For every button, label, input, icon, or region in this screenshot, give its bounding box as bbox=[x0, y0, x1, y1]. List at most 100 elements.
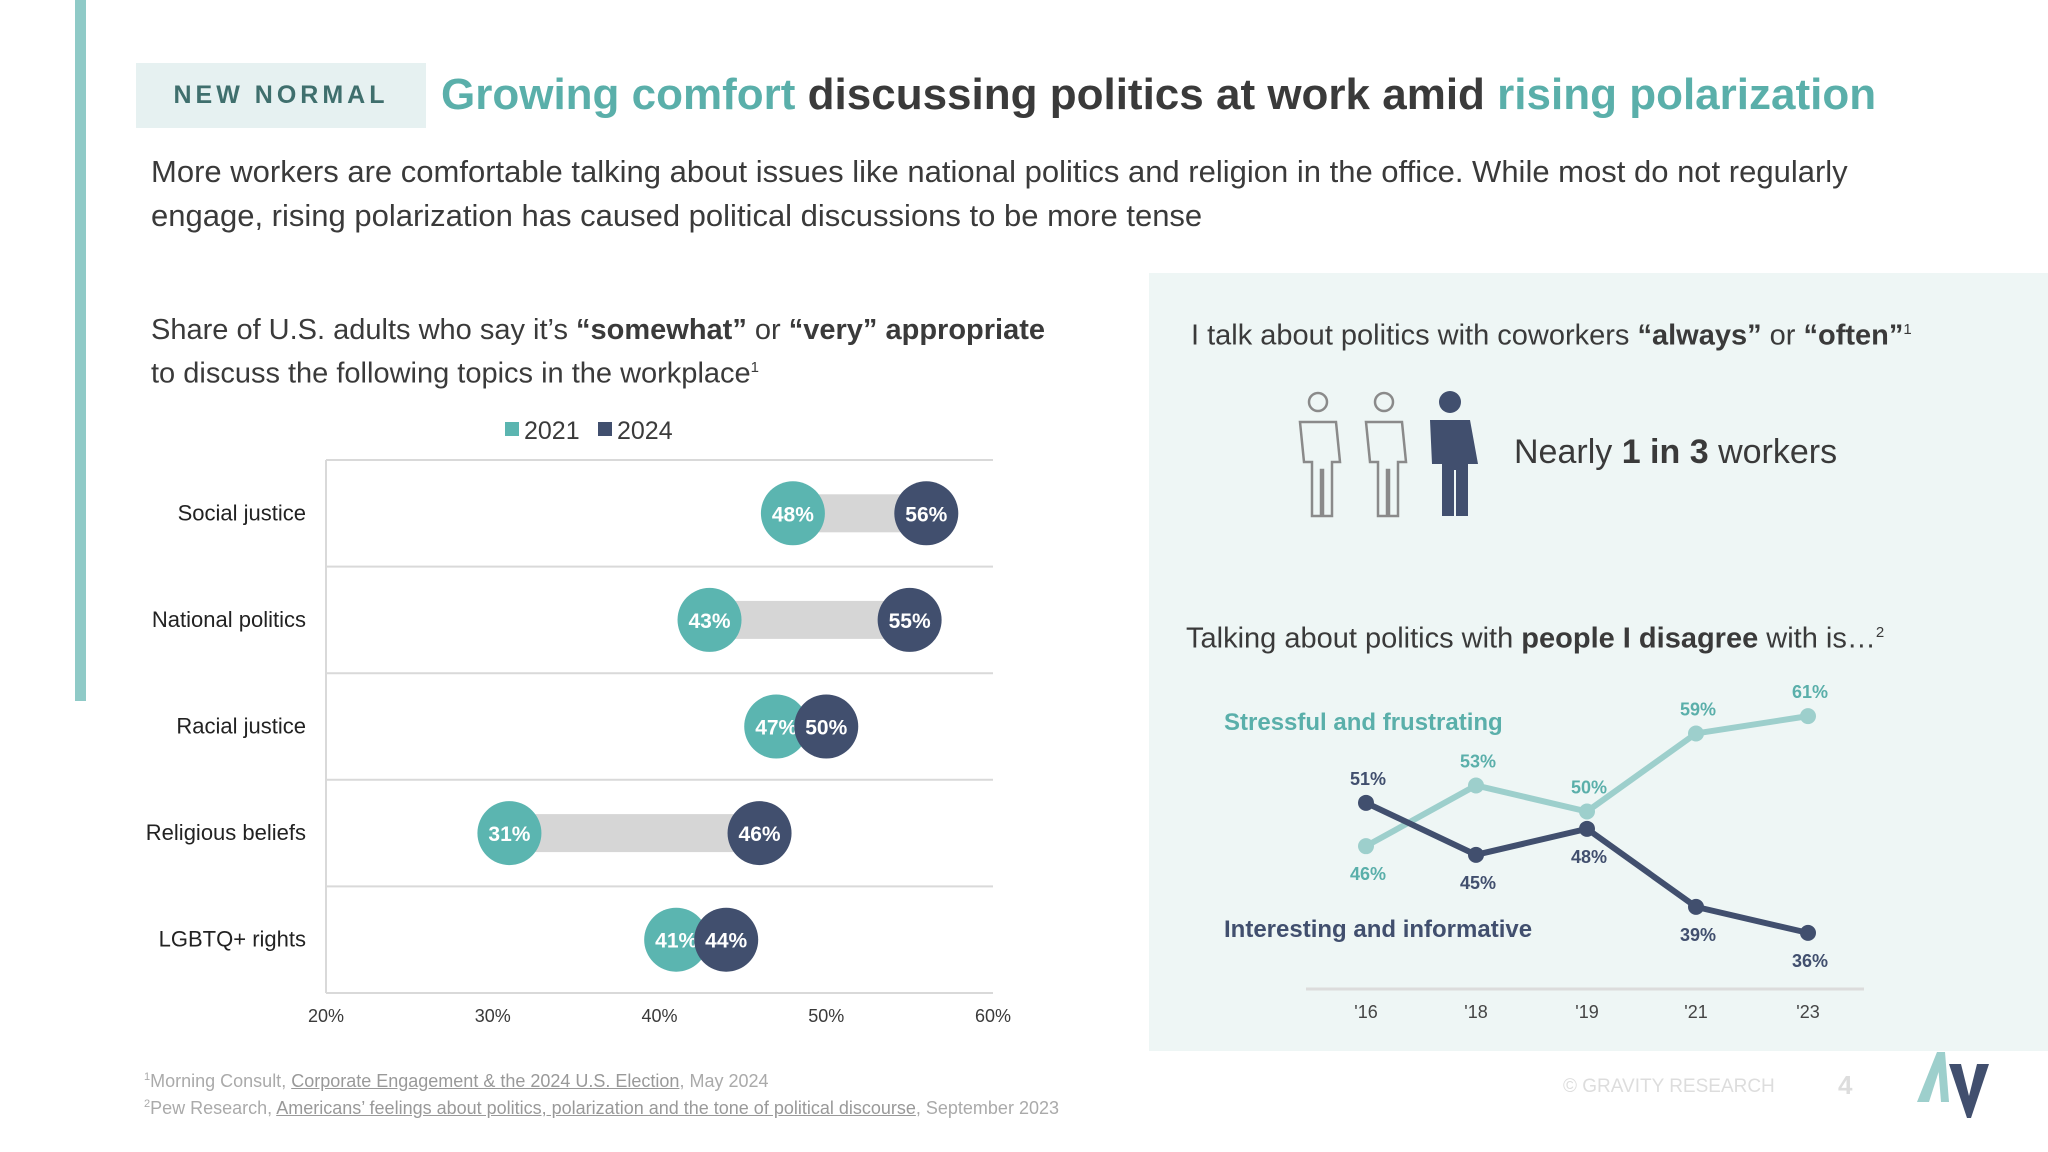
series-label: Interesting and informative bbox=[1224, 916, 1532, 943]
x-tick-label: '19 bbox=[1575, 1002, 1598, 1022]
heading-text: I talk about politics with coworkers bbox=[1191, 319, 1638, 352]
line-chart-heading: Talking about politics with people I dis… bbox=[1186, 614, 1884, 658]
page-subtitle: More workers are comfortable talking abo… bbox=[151, 154, 1848, 233]
data-point bbox=[1468, 777, 1484, 794]
category-label: LGBTQ+ rights bbox=[159, 927, 306, 952]
footnote-ref: 1 bbox=[1903, 321, 1912, 338]
heading-text: Talking about politics with bbox=[1186, 622, 1522, 655]
accent-bar bbox=[75, 0, 86, 701]
data-point bbox=[1688, 898, 1704, 915]
x-tick-label: 40% bbox=[641, 1006, 677, 1026]
data-label: 61% bbox=[1792, 682, 1828, 702]
dot-2021 bbox=[677, 587, 742, 652]
legend-swatch bbox=[598, 422, 612, 436]
heading-text: with is… bbox=[1758, 622, 1876, 655]
dot-2021 bbox=[760, 481, 825, 546]
data-label: 51% bbox=[1350, 769, 1386, 789]
page-title: Growing comfort discussing politics at w… bbox=[441, 70, 1876, 120]
x-tick-label: 20% bbox=[308, 1006, 344, 1026]
data-point bbox=[1800, 924, 1816, 941]
title-highlight-1: Growing comfort bbox=[441, 70, 796, 119]
stat-text: Nearly 1 in 3 workers bbox=[1514, 433, 1837, 472]
footnote-number: 1 bbox=[144, 1071, 151, 1083]
footnote-link[interactable]: Corporate Engagement & the 2024 U.S. Ele… bbox=[291, 1071, 680, 1091]
data-label: 55% bbox=[889, 610, 931, 633]
range-bar bbox=[509, 814, 760, 853]
person-filled-icon bbox=[1430, 391, 1478, 516]
data-label: 59% bbox=[1680, 699, 1716, 719]
legend-label: 2021 bbox=[524, 417, 580, 445]
heading-bold: “very” appropriate bbox=[788, 314, 1046, 346]
data-label: 46% bbox=[739, 823, 781, 846]
x-tick-label: '18 bbox=[1464, 1002, 1487, 1022]
footnote-link[interactable]: Americans’ feelings about politics, pola… bbox=[276, 1098, 916, 1118]
heading-bold: “somewhat” bbox=[576, 314, 747, 346]
category-label: Racial justice bbox=[176, 714, 306, 739]
range-bar bbox=[709, 600, 910, 639]
footnote-ref: 1 bbox=[750, 359, 759, 376]
x-tick-label: '16 bbox=[1354, 1002, 1377, 1022]
heading-bold: “always” bbox=[1637, 319, 1762, 352]
dot-2024 bbox=[894, 481, 959, 546]
page-number: 4 bbox=[1838, 1070, 1853, 1100]
category-label: Social justice bbox=[178, 500, 306, 525]
data-label: 48% bbox=[772, 503, 814, 526]
title-highlight-2: rising polarization bbox=[1497, 70, 1877, 119]
data-label: 53% bbox=[1460, 751, 1496, 771]
right-heading: I talk about politics with coworkers “al… bbox=[1191, 311, 1912, 355]
x-tick-label: '21 bbox=[1684, 1002, 1707, 1022]
data-label: 50% bbox=[805, 717, 847, 740]
person-outline-icon bbox=[1364, 391, 1408, 518]
legend-swatch bbox=[505, 422, 519, 436]
data-label: 48% bbox=[1571, 847, 1607, 867]
dot-2024 bbox=[877, 587, 942, 652]
data-label: 50% bbox=[1571, 778, 1607, 798]
data-point bbox=[1358, 838, 1374, 855]
data-label: 46% bbox=[1350, 864, 1386, 884]
data-label: 36% bbox=[1792, 951, 1828, 971]
heading-bold: “often” bbox=[1803, 319, 1904, 352]
dot-2024 bbox=[794, 694, 859, 759]
legend-label: 2024 bbox=[617, 417, 673, 445]
dot-2021 bbox=[644, 907, 709, 972]
data-label: 44% bbox=[705, 930, 747, 953]
category-label: Religious beliefs bbox=[146, 820, 306, 845]
data-label: 43% bbox=[689, 610, 731, 633]
heading-text: or bbox=[1761, 319, 1804, 352]
data-point bbox=[1800, 708, 1816, 725]
stat-bold: 1 in 3 bbox=[1621, 433, 1709, 471]
gravity-research-logo bbox=[1917, 1052, 1989, 1118]
data-label: 47% bbox=[755, 717, 797, 740]
series-label: Stressful and frustrating bbox=[1224, 709, 1503, 736]
stat-post: workers bbox=[1708, 433, 1838, 471]
footnote-source: Morning Consult, bbox=[150, 1071, 292, 1091]
data-point bbox=[1579, 820, 1595, 837]
data-label: 41% bbox=[655, 930, 697, 953]
category-label: National politics bbox=[152, 607, 306, 632]
x-tick-label: 30% bbox=[475, 1006, 511, 1026]
footnote-ref: 2 bbox=[1875, 624, 1885, 641]
person-outline-icon bbox=[1298, 391, 1342, 518]
right-panel bbox=[1149, 273, 2048, 1051]
x-tick-label: 50% bbox=[808, 1006, 844, 1026]
heading-text: to discuss the following topics in the w… bbox=[151, 357, 751, 390]
dumbbell-chart: 2021 2024 Social justice 48% 56% National pol… bbox=[146, 417, 1011, 1026]
dot-2021 bbox=[477, 801, 542, 866]
people-icons bbox=[1298, 391, 1478, 518]
data-point bbox=[1688, 725, 1704, 742]
line-chart: '16 '18 '19 '21 '23 46% 53% 50% 59% 61% 51% 45% 48% 3… bbox=[1224, 682, 1864, 1022]
left-chart-heading: Share of U.S. adults who say it’s “somew… bbox=[151, 311, 1051, 393]
heading-bold: people I disagree bbox=[1521, 622, 1759, 655]
data-label: 39% bbox=[1680, 925, 1716, 945]
footnote-1: 1Morning Consult, Corporate Engagement &… bbox=[144, 1066, 1059, 1093]
data-point bbox=[1468, 846, 1484, 863]
footnote-number: 2 bbox=[144, 1098, 151, 1110]
data-point bbox=[1358, 794, 1374, 811]
x-tick-label: '23 bbox=[1796, 1002, 1819, 1022]
footnote-date: , May 2024 bbox=[679, 1071, 769, 1091]
data-label: 56% bbox=[905, 503, 947, 526]
data-point bbox=[1579, 803, 1595, 820]
title-middle: discussing politics at work amid bbox=[795, 70, 1498, 119]
data-label: 45% bbox=[1460, 873, 1496, 893]
footnote-2: 2Pew Research, Americans’ feelings about… bbox=[144, 1093, 1059, 1120]
